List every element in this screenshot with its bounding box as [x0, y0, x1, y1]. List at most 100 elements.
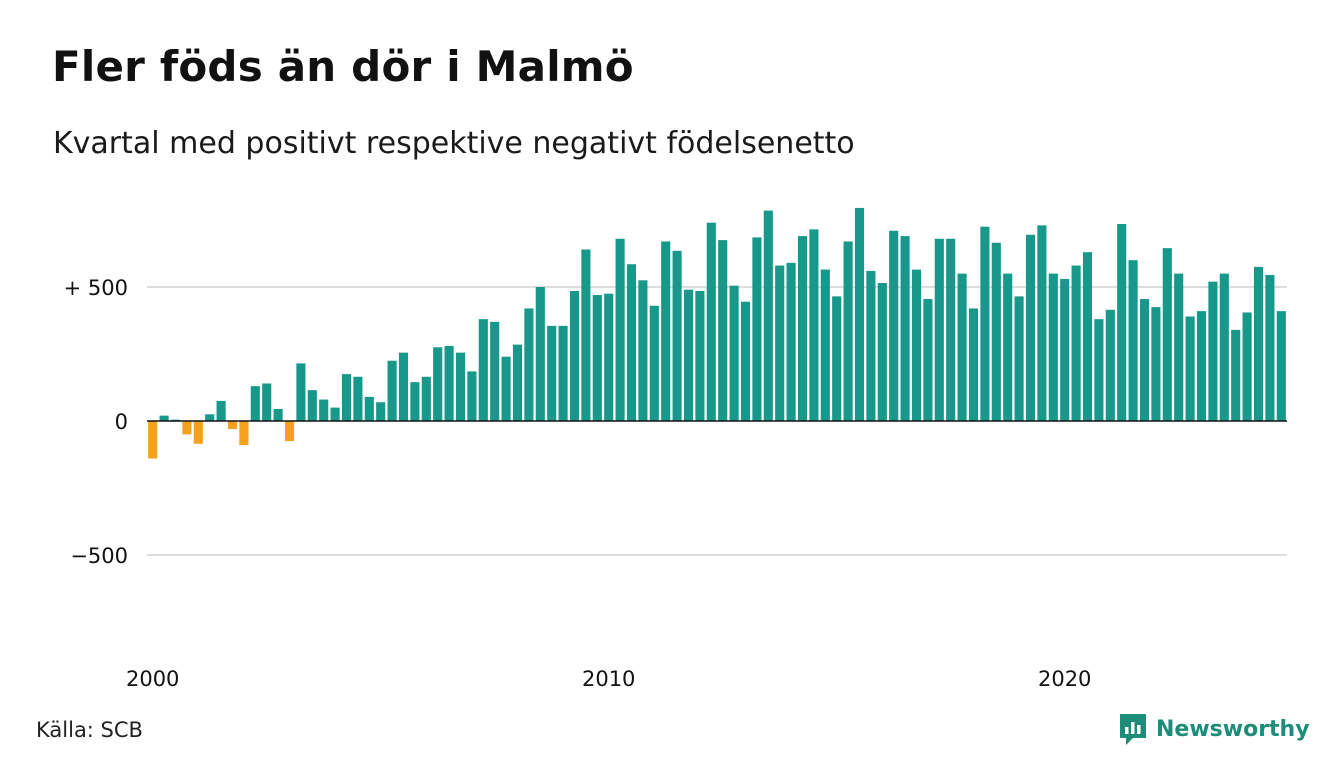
bar	[1196, 311, 1207, 421]
newsworthy-logo-icon	[1120, 714, 1146, 745]
bar	[889, 230, 899, 421]
bar	[775, 265, 785, 421]
bar	[980, 226, 990, 421]
bar	[1253, 266, 1264, 421]
bar	[376, 402, 386, 421]
bar	[182, 421, 192, 435]
bar	[1037, 225, 1047, 421]
bar	[1048, 273, 1058, 421]
newsworthy-logo: Newsworthy	[1118, 712, 1310, 746]
bar	[250, 386, 260, 421]
bar	[387, 360, 397, 421]
bar	[1219, 273, 1229, 421]
bar	[341, 374, 352, 421]
bar	[307, 390, 317, 421]
bar	[1242, 312, 1252, 421]
bar	[1003, 273, 1013, 421]
bar	[1105, 309, 1115, 421]
bar	[672, 250, 682, 421]
bar	[319, 399, 329, 421]
bar	[866, 270, 876, 421]
bar	[421, 376, 431, 421]
bar	[444, 345, 454, 421]
y-tick-label: 0	[115, 410, 128, 434]
bar	[1117, 224, 1127, 421]
x-tick-label: 2000	[126, 667, 179, 691]
bar	[695, 291, 705, 421]
bar	[273, 408, 283, 421]
bar	[410, 382, 420, 421]
bar	[752, 237, 762, 421]
bar	[353, 376, 363, 421]
bar	[1139, 299, 1150, 421]
bar	[900, 236, 910, 421]
bar	[1276, 311, 1286, 421]
bar	[661, 241, 671, 421]
bar	[558, 325, 568, 421]
bar	[524, 308, 534, 421]
bar	[512, 344, 523, 421]
bar	[455, 352, 466, 421]
bar	[649, 305, 659, 421]
bar	[364, 396, 374, 421]
bar	[581, 249, 591, 421]
bar	[1071, 265, 1081, 421]
bar	[877, 282, 887, 421]
bar	[467, 371, 477, 421]
bar	[832, 296, 842, 421]
bar	[239, 421, 249, 446]
bar	[786, 262, 796, 421]
bar	[763, 210, 773, 421]
source-note: Källa: SCB	[36, 718, 143, 742]
bar	[626, 264, 637, 421]
bar	[946, 238, 956, 421]
x-tick-label: 2020	[1038, 667, 1091, 691]
bar	[1231, 329, 1241, 421]
bar	[193, 421, 203, 444]
chart-subtitle: Kvartal med positivt respektive negativt…	[53, 126, 855, 161]
bar	[968, 308, 979, 421]
bar	[934, 238, 944, 421]
bar	[148, 421, 158, 459]
bar	[740, 301, 751, 421]
bar	[284, 421, 295, 442]
bar	[1014, 296, 1024, 421]
bar	[923, 299, 933, 421]
bar	[729, 285, 739, 421]
bar	[433, 347, 443, 421]
bar	[1185, 316, 1195, 421]
bar	[501, 356, 511, 421]
bar	[1265, 274, 1275, 421]
bar	[1208, 281, 1218, 421]
bar	[1094, 319, 1104, 421]
bar	[797, 236, 808, 421]
x-tick-label: 2010	[582, 667, 635, 691]
bar	[843, 241, 853, 421]
y-tick-label: + 500	[64, 276, 128, 300]
bar	[1025, 234, 1036, 421]
bar	[227, 421, 238, 430]
bar	[490, 321, 500, 421]
brand-name: Newsworthy	[1156, 716, 1310, 742]
bar	[205, 414, 215, 421]
bar	[1162, 248, 1172, 421]
bar	[809, 229, 819, 421]
bar	[216, 400, 226, 421]
bar-chart: + 500 0 −500 2000 2010 2020	[64, 207, 1287, 691]
bar	[957, 273, 967, 421]
bar	[535, 287, 545, 421]
bar	[820, 269, 830, 421]
bar	[911, 269, 922, 421]
bar	[991, 242, 1001, 421]
bar	[592, 295, 602, 421]
bar	[1174, 273, 1184, 421]
bar	[159, 415, 169, 421]
bar	[569, 291, 580, 421]
bar	[1151, 307, 1161, 421]
bar	[398, 352, 409, 421]
y-tick-label: −500	[70, 544, 128, 568]
bar	[478, 319, 488, 421]
bar	[296, 363, 306, 421]
bar	[718, 240, 728, 421]
bar	[262, 383, 272, 421]
